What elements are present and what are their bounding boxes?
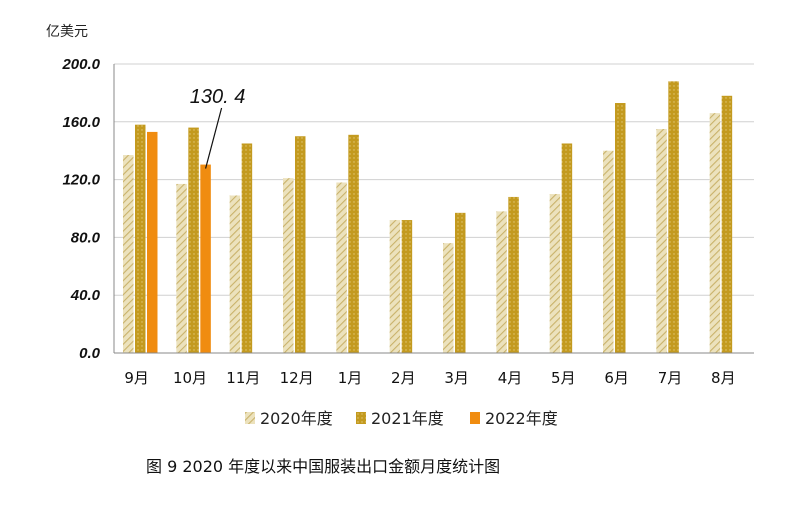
y-tick-label: 0.0 (79, 345, 101, 362)
y-axis-ticks: 0.0 40.0 80.0 120.0 160.0 200.0 (61, 56, 100, 362)
x-axis-ticks: 9月 10月 11月 12月 1月 2月 3月 4月 5月 6月 7月 8月 (124, 369, 735, 387)
figure-caption: 图 9 2020 年度以来中国服装出口金额月度统计图 (146, 457, 500, 476)
bar-2020 (443, 243, 454, 353)
bar-2021 (188, 127, 199, 353)
bar-2021 (241, 143, 253, 353)
bar-2021 (721, 95, 733, 353)
bar-2020 (389, 220, 401, 353)
bar-2021 (135, 124, 146, 353)
bar-2022 (200, 164, 211, 353)
axes (113, 64, 754, 354)
bar-2020 (229, 195, 241, 353)
bar-2020 (336, 182, 347, 353)
bars (123, 81, 733, 353)
x-tick-label: 10月 (173, 369, 207, 387)
y-unit-label: 亿美元 (46, 24, 88, 40)
bar-2021 (401, 220, 413, 353)
x-tick-label: 4月 (498, 369, 523, 387)
bar-2021 (561, 143, 573, 353)
bar-2020 (176, 183, 187, 353)
x-tick-label: 2月 (391, 369, 416, 387)
grid-lines (114, 63, 754, 296)
legend-label: 2022年度 (485, 409, 558, 428)
bar-2020 (496, 211, 507, 353)
legend-label: 2021年度 (371, 409, 444, 428)
x-tick-label: 9月 (124, 369, 149, 387)
annotation: 130. 4 (190, 86, 246, 169)
x-tick-label: 1月 (338, 369, 363, 387)
bar-2022 (147, 131, 158, 353)
annotation-leader-line (205, 107, 223, 169)
legend-label: 2020年度 (260, 409, 333, 428)
legend-swatch (245, 412, 255, 424)
x-tick-label: 12月 (280, 369, 314, 387)
bar-2021 (615, 103, 626, 353)
bar-2021 (668, 81, 679, 353)
bar-2020 (709, 113, 721, 353)
y-tick-label: 80.0 (71, 229, 101, 246)
bar-2020 (656, 129, 667, 353)
bar-2020 (283, 178, 294, 353)
x-tick-label: 6月 (604, 369, 629, 387)
y-tick-label: 200.0 (61, 56, 100, 73)
bar-2020 (123, 155, 134, 353)
bar-2020 (603, 150, 614, 353)
legend-swatch (356, 412, 366, 424)
annotation-label: 130. 4 (190, 86, 246, 108)
bar-2021 (295, 136, 306, 353)
x-tick-label: 5月 (551, 369, 576, 387)
bar-2021 (348, 134, 359, 353)
bar-2021 (455, 212, 466, 353)
legend-swatch (470, 412, 480, 424)
x-tick-label: 7月 (658, 369, 683, 387)
bar-2020 (549, 194, 561, 353)
x-tick-label: 8月 (711, 369, 736, 387)
y-tick-label: 120.0 (62, 172, 100, 189)
x-tick-label: 11月 (226, 369, 260, 387)
legend: 2020年度 2021年度 2022年度 (245, 409, 558, 428)
y-tick-label: 160.0 (62, 114, 100, 131)
y-tick-label: 40.0 (70, 287, 101, 304)
x-tick-label: 3月 (444, 369, 469, 387)
bar-2021 (508, 196, 519, 353)
